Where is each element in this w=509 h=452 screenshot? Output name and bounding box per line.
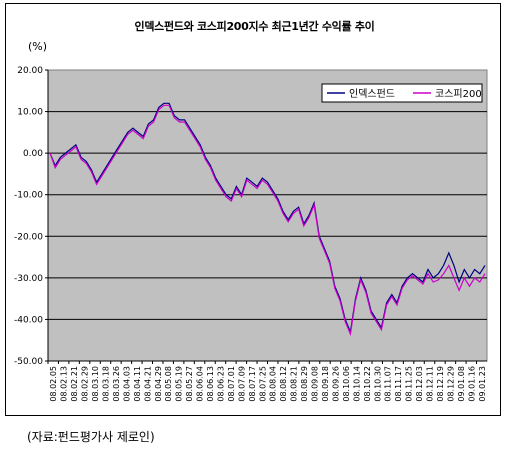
y-tick-label: -30.00: [14, 274, 43, 284]
x-tick-label: 08.05.08: [164, 366, 173, 402]
y-axis-unit-label: (%): [28, 40, 48, 53]
x-tick-label: 08.05.27: [185, 366, 194, 402]
x-tick-label: 09.01.08: [457, 366, 466, 402]
x-tick-label: 09.01.16: [467, 366, 476, 402]
x-tick-label: 08.06.04: [196, 366, 205, 402]
x-tick-label: 08.09.08: [311, 366, 320, 402]
source-note: (자료:펀드평가사 제로인): [27, 430, 155, 444]
y-tick-label: -20.00: [14, 232, 43, 242]
x-tick-label: 08.11.07: [384, 366, 393, 402]
x-tick-label: 08.10.06: [342, 366, 351, 402]
x-tick-label: 08.11.17: [394, 366, 403, 402]
y-tick-label: 10.00: [17, 108, 43, 118]
legend: 인덱스펀드 코스피200: [321, 83, 483, 103]
x-tick-label: 08.05.19: [175, 366, 184, 402]
x-tick-label: 08.08.21: [290, 366, 299, 402]
x-tick-label: 08.06.23: [216, 366, 225, 402]
legend-label: 인덱스펀드: [349, 88, 395, 100]
x-tick-label: 08.06.13: [206, 366, 215, 402]
x-tick-label: 08.04.29: [154, 366, 163, 402]
x-tick-label: 08.07.01: [227, 366, 236, 402]
x-tick-label: 08.08.12: [279, 366, 288, 402]
x-tick-label: 08.04.03: [122, 366, 131, 402]
x-tick-label: 08.03.26: [112, 366, 121, 402]
x-tick-label: 08.07.09: [237, 366, 246, 402]
x-tick-label: 08.10.14: [352, 366, 361, 402]
y-axis: 20.00 10.00 0.00 -10.00 -20.00 -30.00 -40.00 -5…: [14, 66, 49, 367]
x-tick-label: 08.12.29: [446, 366, 455, 402]
x-tick-label: 08.12.11: [426, 366, 435, 402]
legend-box: [321, 83, 483, 103]
plot-area: [47, 69, 488, 362]
x-tick-label: 08.12.03: [415, 366, 424, 402]
plot-background: [47, 69, 488, 362]
legend-label: 코스피200: [435, 88, 482, 100]
y-tick-label: 20.00: [17, 66, 43, 76]
x-tick-label: 08.02.21: [70, 366, 79, 402]
y-tick-label: 0.00: [23, 149, 43, 159]
x-tick-label: 08.07.17: [248, 366, 257, 402]
x-axis: 08.02.05 08.02.13 08.02.21 08.02.29 08.03.10…: [47, 360, 487, 402]
x-tick-label: 08.03.10: [91, 366, 100, 402]
series-line-kospi200: [49, 104, 486, 337]
x-tick-label: 09.01.23: [478, 366, 487, 402]
x-tick-label: 08.09.26: [331, 366, 340, 402]
x-tick-label: 08.10.30: [373, 366, 382, 402]
x-tick-label: 08.12.19: [436, 366, 445, 402]
series-lines: [49, 102, 486, 337]
x-tick-label: 08.02.29: [81, 366, 90, 402]
y-tick-label: -40.00: [14, 315, 43, 325]
series-line-index-fund: [49, 102, 486, 335]
x-tick-label: 08.08.04: [269, 366, 278, 402]
y-tick-label: -50.00: [14, 357, 43, 367]
x-tick-label: 08.08.29: [300, 366, 309, 402]
x-tick-label: 08.04.11: [133, 366, 142, 402]
x-tick-label: 08.03.18: [101, 366, 110, 402]
x-tick-label: 08.02.05: [49, 366, 58, 402]
chart-title: 인덱스펀드와 코스피200지수 최근1년간 수익률 추이: [134, 20, 375, 33]
y-tick-label: -10.00: [14, 191, 43, 201]
x-tick-label: 08.07.25: [258, 366, 267, 402]
x-tick-label: 08.11.25: [405, 366, 414, 402]
x-tick-label: 08.02.13: [60, 366, 69, 402]
x-tick-label: 08.04.21: [143, 366, 152, 402]
x-tick-label: 08.10.22: [363, 366, 372, 402]
x-tick-label: 08.09.18: [321, 366, 330, 402]
